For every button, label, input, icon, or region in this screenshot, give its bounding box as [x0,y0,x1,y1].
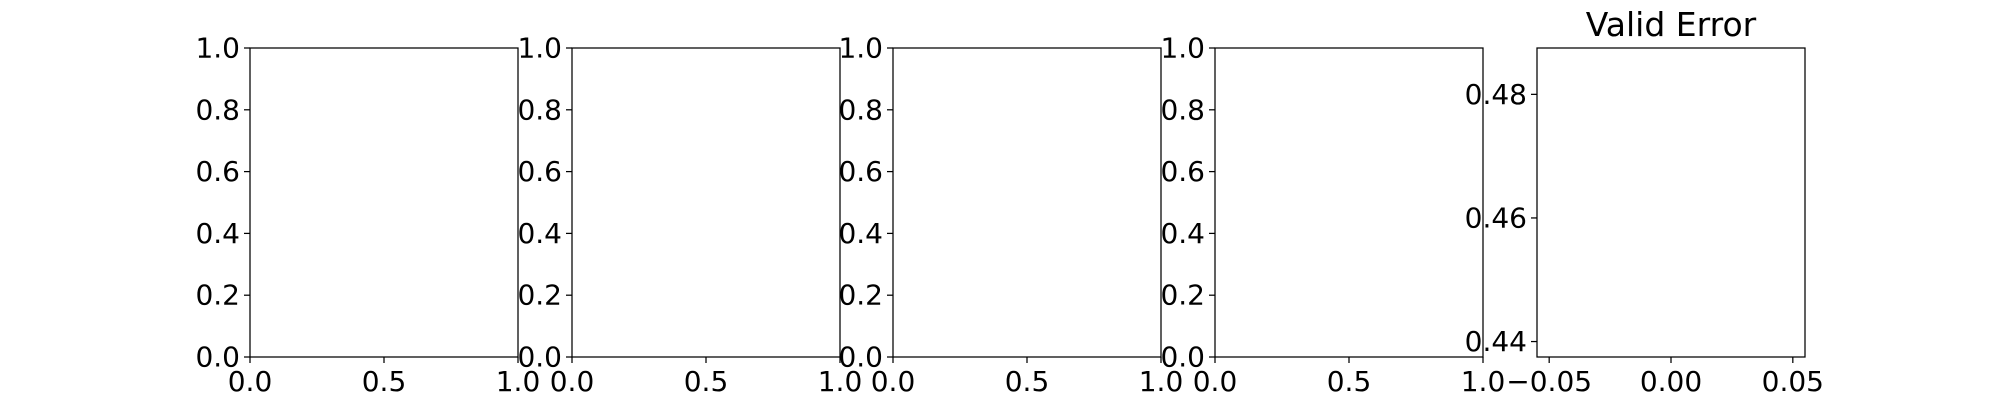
x-tick-label: 0.5 [1005,365,1050,398]
axes-frame [249,47,519,358]
x-tick-label: 0.0 [228,365,273,398]
subplot-4: 0.0 0.2 0.4 0.6 0.8 1.0 0.0 0.5 1.0 [1160,32,1505,399]
y-tick-label: 0.46 [1465,201,1527,234]
y-tick-label: 0.4 [517,217,562,250]
y-tick-label: 0.2 [1160,279,1205,312]
y-tick-label: 0.0 [195,341,240,374]
y-tick-label: 0.8 [195,93,240,126]
subplot-5: 0.44 0.46 0.48 −0.05 0.00 0.05 Valid Error [1465,5,1824,398]
y-tick-label: 0.8 [838,93,883,126]
x-tick-label: 0.0 [1193,365,1238,398]
y-tick-label: 0.2 [517,279,562,312]
y-tick-label: 0.6 [838,155,883,188]
y-tick-label: 0.44 [1465,325,1527,358]
axes-frame [1536,47,1806,358]
y-tick-label: 0.0 [1160,341,1205,374]
x-tick-label: 1.0 [818,365,863,398]
x-tick-label: 0.5 [684,365,729,398]
y-tick-label: 1.0 [195,32,240,65]
x-tick-label: 0.0 [871,365,916,398]
y-tick-label: 0.8 [1160,93,1205,126]
x-tick-label: 0.00 [1640,365,1702,398]
subplot-1: 0.0 0.2 0.4 0.6 0.8 1.0 0.0 0.5 1.0 [195,32,540,399]
x-tick-label: 1.0 [1139,365,1184,398]
y-tick-label: 0.2 [838,279,883,312]
x-tick-label: 0.0 [550,365,595,398]
y-tick-label: 1.0 [838,32,883,65]
y-tick-label: 0.0 [838,341,883,374]
y-tick-label: 0.48 [1465,78,1527,111]
y-tick-label: 0.4 [195,217,240,250]
x-tick-label: 1.0 [496,365,541,398]
subplot-3: 0.0 0.2 0.4 0.6 0.8 1.0 0.0 0.5 1.0 [838,32,1183,399]
y-tick-label: 0.6 [517,155,562,188]
x-tick-label: 0.05 [1762,365,1824,398]
y-tick-label: 0.0 [517,341,562,374]
y-tick-label: 0.4 [838,217,883,250]
x-tick-label: −0.05 [1506,365,1592,398]
y-tick-label: 0.4 [1160,217,1205,250]
y-tick-label: 1.0 [1160,32,1205,65]
subplot-2: 0.0 0.2 0.4 0.6 0.8 1.0 0.0 0.5 1.0 [517,32,862,399]
axes-frame [892,47,1162,358]
y-tick-label: 0.6 [1160,155,1205,188]
x-tick-label: 1.0 [1461,365,1506,398]
x-tick-label: 0.5 [362,365,407,398]
axes-frame [571,47,841,358]
y-tick-label: 0.2 [195,279,240,312]
subplot-title: Valid Error [1586,5,1757,44]
y-tick-label: 0.6 [195,155,240,188]
y-tick-label: 1.0 [517,32,562,65]
axes-frame [1214,47,1484,358]
x-tick-label: 0.5 [1327,365,1372,398]
y-tick-label: 0.8 [517,93,562,126]
